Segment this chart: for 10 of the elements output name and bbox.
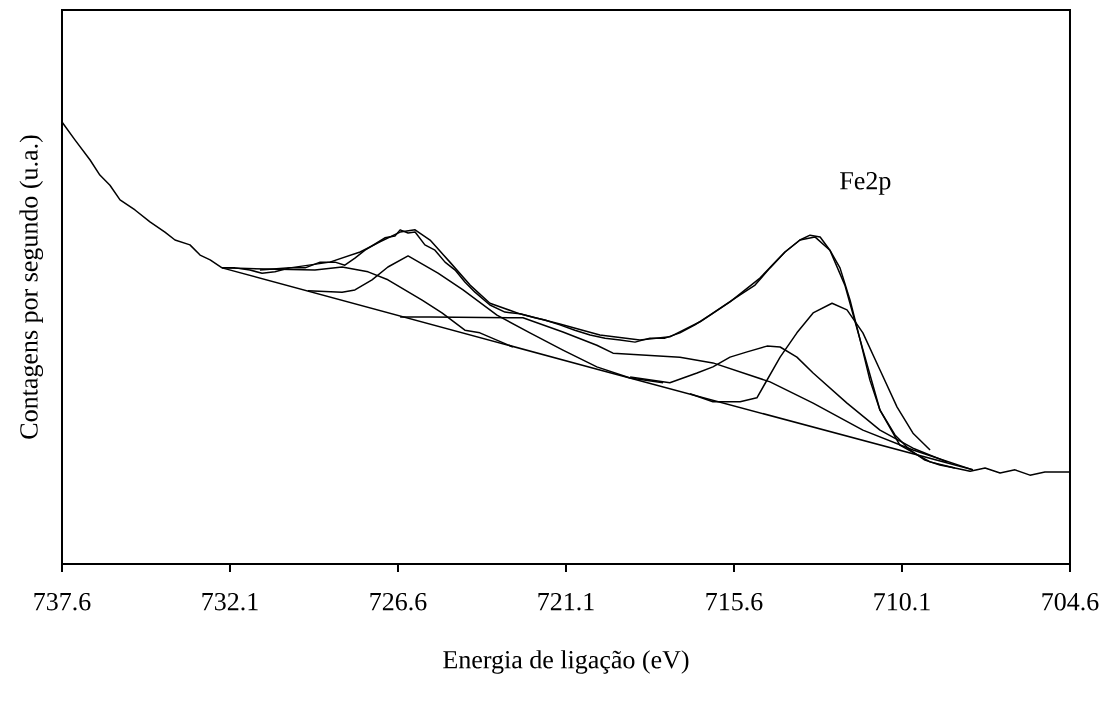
x-tick-label: 737.6 <box>34 592 91 611</box>
x-tick-label: 721.1 <box>538 592 594 611</box>
x-tick-label: 704.6 <box>1042 592 1099 611</box>
annotation: Fe2p <box>840 172 891 195</box>
y-axis-title: Contagens por segundo (u.a.) <box>19 135 44 439</box>
x-tick-label: 710.1 <box>874 592 930 611</box>
x-axis-title: Energia de ligação (eV) <box>443 650 689 674</box>
x-tick-label: 715.6 <box>706 592 763 611</box>
x-tick-label: 726.6 <box>370 592 427 611</box>
x-tick-label: 732.1 <box>202 592 258 611</box>
